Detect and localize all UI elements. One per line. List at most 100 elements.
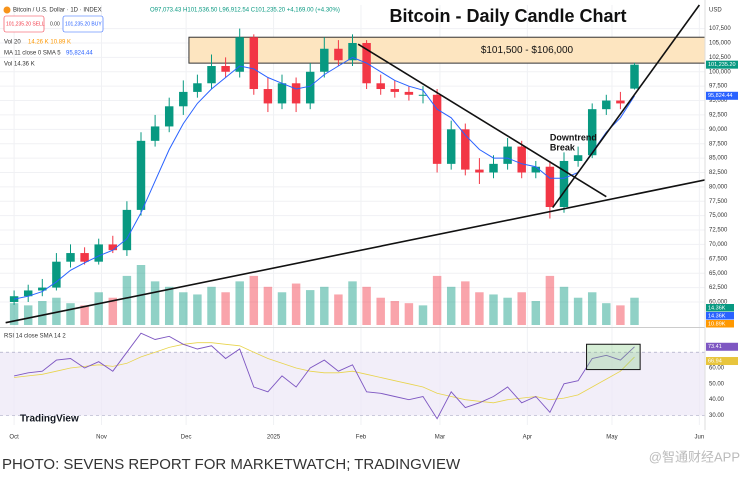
volume-bar [94,292,103,325]
candle-body [277,83,287,104]
annotation: Break [550,142,576,152]
sell-button[interactable] [3,15,45,33]
candle-body [348,42,357,61]
rsi-tick-label: 50.00 [709,381,725,387]
axis-unit: USD [709,8,722,14]
x-tick-label: Feb [356,435,367,441]
volume-bar [221,292,230,325]
source: PHOTO: SEVENS REPORT FOR MARKETWATCH; TR… [2,456,461,473]
moving-average [13,56,635,300]
volume-bar [432,275,442,325]
buy-button[interactable] [62,15,104,33]
buy-label: 101,235.20 BUY [65,21,102,27]
x-tick-label: Nov [96,435,107,441]
y-tick-label: 105,000 [709,41,731,47]
volume-bar [348,281,357,325]
candle-body [517,146,526,173]
y-tick-label: 60,000 [709,300,728,306]
ma-legend: MA 11 close 0 SMA 5 [4,51,61,57]
candle-body [263,89,273,104]
candle-body [587,109,597,156]
y-tick-label: 67,500 [709,256,728,262]
resistance-zone [188,36,706,64]
candle-body [432,94,442,164]
rsi-line [14,332,635,420]
volume-bar [503,297,512,325]
volume-bar [461,281,470,325]
y-tick-label: 102,500 [709,55,731,61]
volume-bar [587,292,597,325]
candle-body [376,83,385,90]
candle-body [320,48,329,72]
volume-tag: 14.36K [708,305,726,311]
volume-tag-box [706,312,734,320]
candle-body [193,83,202,92]
volume-bar [108,297,118,325]
ma-tag-box [706,91,738,100]
spread: 0.00 [50,21,60,27]
volume-bar [179,292,188,325]
candle-body [150,126,160,141]
volume-bar [249,275,259,325]
candle-body [573,155,583,161]
candle-body [235,37,244,72]
rsi-sma-tag-box [706,357,738,366]
rsi-highlight [586,343,641,371]
y-tick-label: 75,000 [709,213,728,219]
rsi-sma-tag: 66.94 [708,358,722,364]
volume-bar [305,290,315,325]
volume-bar [193,294,202,325]
zone-label: $101,500 - $106,000 [481,45,574,56]
volume-bar [122,275,132,325]
volume-bar [9,303,19,325]
volume-bar [573,297,583,325]
candle-body [9,296,19,302]
watermark: @智通财经APP [649,449,740,464]
volume-bar [277,292,287,325]
candle-body [630,64,639,89]
y-tick-label: 72,500 [709,228,728,234]
candle-body [461,129,470,170]
candle-body [221,66,230,72]
annotation: Downtrend [550,132,597,142]
volume-tag: 14.36K [708,313,726,319]
volume-bar [38,301,47,325]
x-tick-label: 2025 [267,435,281,441]
y-tick-label: 77,500 [709,199,728,205]
candle-body [616,100,625,104]
x-tick-label: Jun [695,435,705,441]
x-tick-label: Mar [435,435,445,441]
x-tick-label: Oct [9,435,19,441]
volume-bar [164,286,174,325]
volume-bar [66,303,75,325]
symbol-icon [3,6,11,14]
candle-body [446,129,456,164]
y-tick-label: 80,000 [709,184,728,190]
candle-body [179,91,188,107]
price-tag-box [706,60,738,69]
rsi-tick-label: 40.00 [709,397,725,403]
candle-body [80,253,89,262]
candle-body [489,163,498,173]
rsi-tag: 73.41 [708,344,722,350]
candle-body [475,169,484,173]
volume-bar [559,286,569,325]
y-tick-label: 65,000 [709,271,728,277]
volume-bar [446,286,456,325]
volume-bar [418,305,428,325]
volume-bar [80,305,89,325]
volume-bar [531,301,541,325]
volume-bar [235,281,244,325]
y-tick-label: 92,500 [709,113,728,119]
ma-legend-value: 95,824.44 [66,51,93,57]
volume-bar [376,297,385,325]
rsi-tag-box [706,342,738,351]
logo: TradingView [20,414,79,425]
volume-tag-box [706,304,734,312]
trend-line [357,43,607,198]
candle-body [503,146,512,164]
volume-bar [602,303,611,325]
volume-bar [616,305,625,325]
rsi-tick-label: 60.00 [709,366,725,372]
volume-legend-values: 14.26 K 10.89 K [28,40,71,46]
